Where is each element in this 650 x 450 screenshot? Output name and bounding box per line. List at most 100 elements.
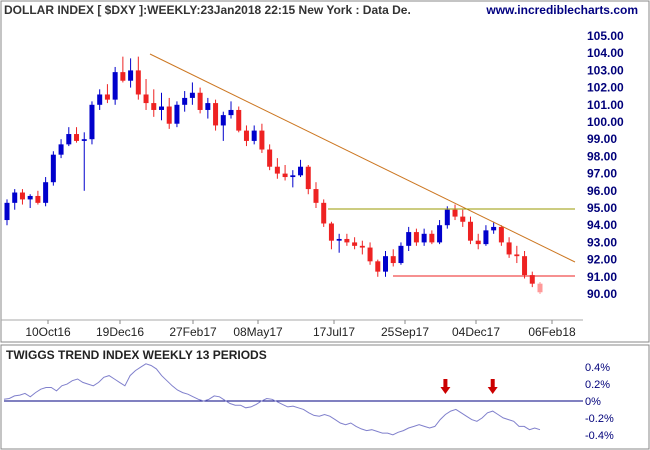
y-tick-label: 94.00 [587, 218, 617, 232]
y-tick-label: 104.00 [587, 46, 624, 60]
candle-body [4, 202, 10, 221]
candle-body [328, 223, 334, 241]
candle-body [321, 202, 327, 224]
candle-body [189, 92, 195, 98]
candle-body [182, 97, 188, 105]
indicator-y-tick-label: 0.4% [585, 362, 610, 374]
indicator-y-tick-label: -0.4% [585, 430, 614, 442]
chart-title: DOLLAR INDEX [ $DXY ]:WEEKLY:23Jan2018 2… [4, 3, 411, 17]
indicator-y-tick-label: -0.2% [585, 413, 614, 425]
candle-body [243, 130, 249, 141]
candle-body [50, 154, 56, 183]
indicator-plot: 0.4% 0.2% 0% -0.2% -0.4% [3, 362, 614, 442]
y-tick-label: 90.00 [587, 287, 617, 301]
candle-body [413, 232, 419, 243]
candle-body [305, 166, 311, 190]
twiggs-trend-line [3, 363, 541, 436]
candle-body [158, 106, 164, 110]
y-tick-label: 93.00 [587, 235, 617, 249]
candle-body [406, 232, 412, 246]
candle-body [43, 182, 49, 203]
candle-body [522, 256, 528, 276]
x-tick-label: 06Feb18 [528, 325, 576, 339]
candle-body [491, 226, 497, 231]
y-tick-label: 101.00 [587, 98, 624, 112]
candle-body [506, 242, 512, 255]
candle-body [135, 70, 141, 95]
x-tick-label: 25Sep17 [381, 325, 429, 339]
y-tick-label: 102.00 [587, 81, 624, 95]
candle-body [267, 149, 273, 167]
x-tick-label: 19Dec16 [96, 325, 144, 339]
candle-body [274, 166, 280, 174]
y-tick-label: 105.00 [587, 29, 624, 43]
main-plot: 105.00 104.00 103.00 102.00 101.00 100.00 99.0… [4, 29, 624, 339]
candle-body [213, 103, 219, 126]
candle-body [228, 109, 234, 116]
y-tick-label: 97.00 [587, 167, 617, 181]
candle-body [367, 247, 373, 262]
x-tick-label: 10Oct16 [25, 325, 71, 339]
candle-body [19, 192, 25, 200]
x-tick-label: 04Dec17 [452, 325, 500, 339]
indicator-title: TWIGGS TREND INDEX WEEKLY 13 PERIODS [6, 348, 267, 362]
candle-body [514, 254, 520, 257]
candle-body [483, 230, 489, 245]
candle-body [104, 94, 110, 100]
candle-body [89, 104, 95, 140]
candle-body [383, 256, 389, 272]
candle-body [66, 134, 72, 145]
candle-body [12, 192, 18, 203]
candle-body [460, 216, 466, 222]
candle-body [205, 103, 211, 110]
indicator-y-tick-label: 0% [585, 396, 601, 408]
candle-body [390, 256, 396, 264]
y-tick-label: 103.00 [587, 63, 624, 77]
candle-body [437, 225, 443, 243]
candle-body [143, 94, 149, 104]
indicator-panel-border [0, 344, 650, 450]
y-tick-label: 92.00 [587, 253, 617, 267]
candle-body [282, 173, 288, 178]
candle-body [498, 226, 504, 243]
candle-body [359, 245, 365, 248]
candle-body [35, 195, 41, 203]
candle-body [81, 139, 87, 141]
candle-body [151, 103, 157, 110]
candle-body [375, 261, 381, 272]
y-tick-label: 98.00 [587, 149, 617, 163]
candle-body [259, 130, 265, 150]
candle-body [467, 221, 473, 241]
downtrend-line [149, 53, 576, 263]
candle-body [27, 195, 33, 200]
candle-body [421, 233, 427, 243]
candle-body [128, 70, 134, 81]
candle-body [529, 275, 535, 284]
x-tick-label: 27Feb17 [169, 325, 217, 339]
y-tick-label: 99.00 [587, 132, 617, 146]
candle-body [344, 238, 350, 243]
y-tick-label: 100.00 [587, 115, 624, 129]
y-tick-label: 96.00 [587, 184, 617, 198]
main-panel-border [0, 0, 650, 343]
candle-body [352, 242, 358, 246]
down-arrow-icon [487, 379, 498, 394]
y-tick-label: 91.00 [587, 270, 617, 284]
y-tick-label: 95.00 [587, 201, 617, 215]
x-tick-label: 17Jul17 [313, 325, 355, 339]
candle-body [290, 175, 296, 178]
candle-body [251, 130, 257, 141]
candle-body [444, 209, 450, 226]
indicator-y-tick-label: 0.2% [585, 379, 610, 391]
chart-source: www.incrediblecharts.com [485, 3, 638, 17]
candle-body [298, 166, 304, 176]
candle-body [220, 115, 226, 126]
candle-body [336, 238, 342, 241]
candle-body [97, 94, 103, 105]
candle-body [475, 240, 481, 245]
candle-body [398, 245, 404, 264]
candle-body [120, 72, 126, 81]
candle-body [537, 283, 543, 293]
